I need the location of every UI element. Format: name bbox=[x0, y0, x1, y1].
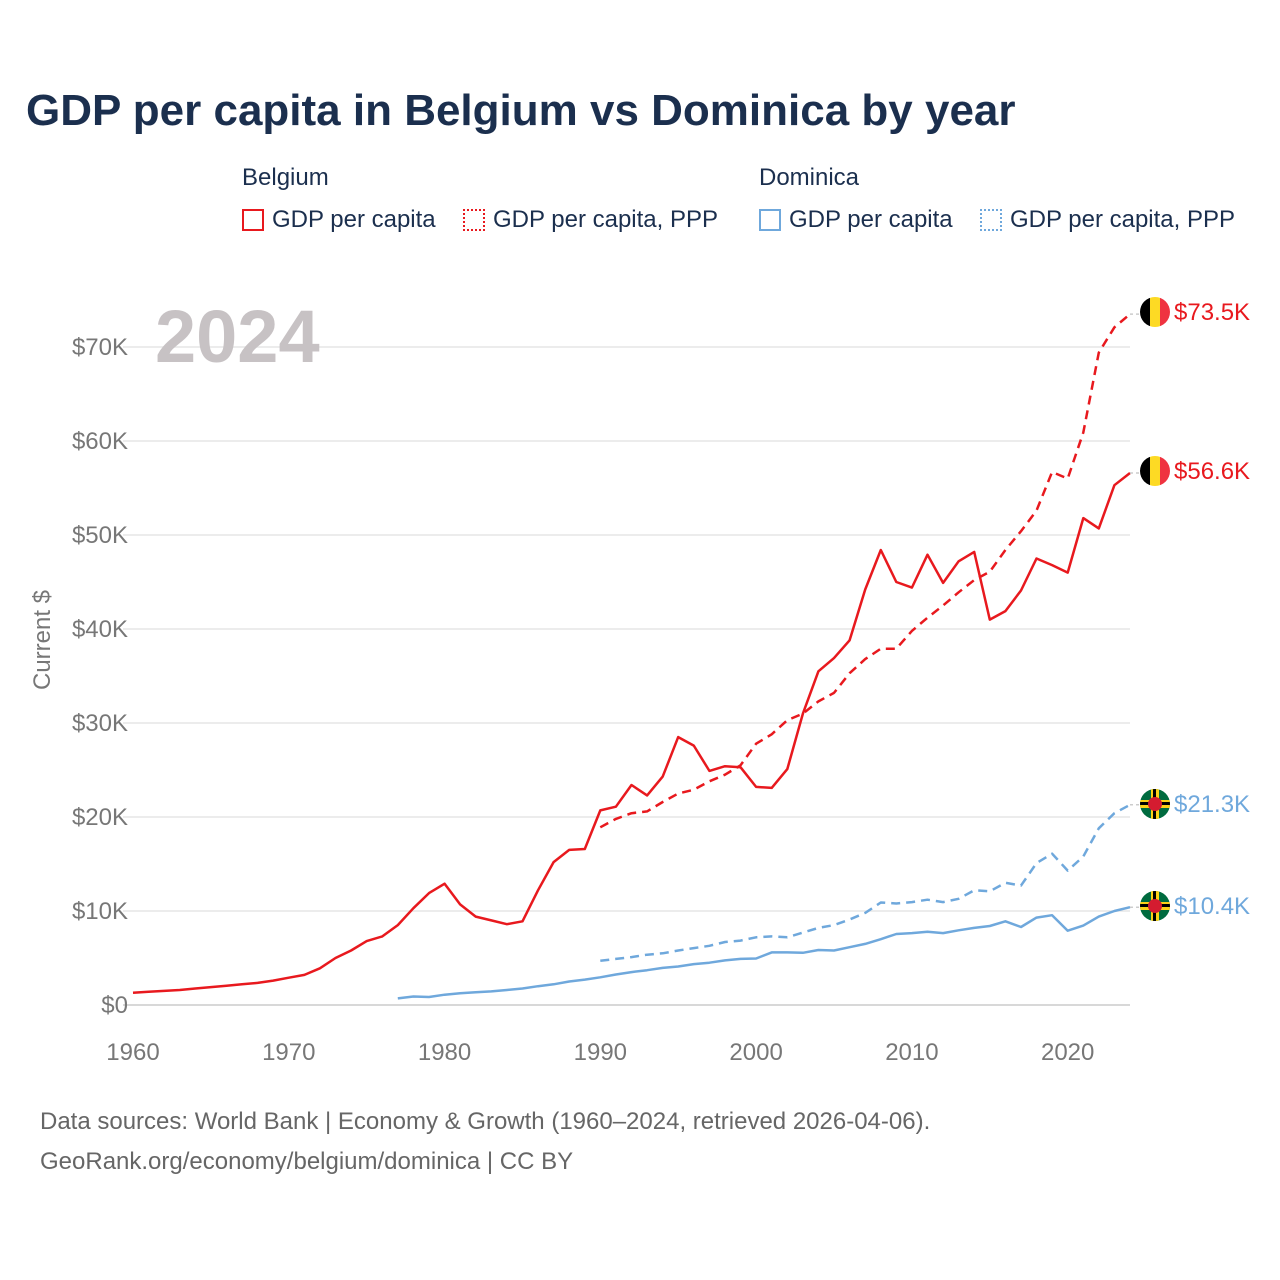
end-label-belgium-ppp: $73.5K bbox=[1174, 299, 1250, 326]
legend-group-belgium: Belgium bbox=[242, 164, 329, 191]
x-tick-label: 1960 bbox=[106, 1039, 159, 1066]
x-tick-label: 1990 bbox=[574, 1039, 627, 1066]
year-watermark: 2024 bbox=[155, 295, 320, 378]
legend-item-dominica-gdp-ppp[interactable]: GDP per capita, PPP bbox=[980, 206, 1235, 234]
legend-label: GDP per capita, PPP bbox=[1010, 206, 1235, 233]
dominica-flag-icon bbox=[1140, 789, 1170, 819]
footer-sources: Data sources: World Bank | Economy & Gro… bbox=[40, 1108, 931, 1135]
y-tick-label: $60K bbox=[72, 428, 128, 455]
x-tick-label: 1970 bbox=[262, 1039, 315, 1066]
x-tick-label: 2020 bbox=[1041, 1039, 1094, 1066]
belgium-flag-icon bbox=[1140, 297, 1170, 327]
y-axis-label: Current $ bbox=[29, 590, 56, 690]
x-tick-label: 1980 bbox=[418, 1039, 471, 1066]
belgium-flag-icon bbox=[1140, 456, 1170, 486]
legend-item-belgium-gdp-ppp[interactable]: GDP per capita, PPP bbox=[463, 206, 718, 234]
legend-swatch-solid bbox=[759, 209, 781, 231]
legend-label: GDP per capita bbox=[789, 206, 953, 233]
footer-link[interactable]: GeoRank.org/economy/belgium/dominica | C… bbox=[40, 1148, 574, 1175]
legend-label: GDP per capita bbox=[272, 206, 436, 233]
series-line-belgium-gdp-per-capita-ppp[interactable] bbox=[599, 313, 1131, 829]
end-label-dominica-ppp: $21.3K bbox=[1174, 791, 1250, 818]
legend-swatch-dotted bbox=[980, 209, 1002, 231]
series-line-dominica-gdp-per-capita-ppp[interactable] bbox=[600, 803, 1131, 963]
legend-group-dominica: Dominica bbox=[759, 164, 860, 191]
legend-swatch-dotted bbox=[463, 209, 485, 231]
y-tick-label: $20K bbox=[72, 804, 128, 831]
end-label-dominica-gdp: $10.4K bbox=[1174, 893, 1250, 920]
y-tick-label: $30K bbox=[72, 710, 128, 737]
series-line-belgium-gdp-per-capita[interactable] bbox=[132, 472, 1131, 995]
y-tick-label: $40K bbox=[72, 616, 128, 643]
series-line-dominica-gdp-per-capita[interactable] bbox=[397, 905, 1131, 1000]
y-tick-label: $10K bbox=[72, 898, 128, 925]
x-tick-label: 2000 bbox=[729, 1039, 782, 1066]
y-tick-label: $70K bbox=[72, 334, 128, 361]
y-tick-label: $0 bbox=[101, 992, 128, 1019]
legend-swatch-solid bbox=[242, 209, 264, 231]
legend-item-dominica-gdp[interactable]: GDP per capita bbox=[759, 206, 953, 234]
end-label-belgium-gdp: $56.6K bbox=[1174, 458, 1250, 485]
legend-item-belgium-gdp[interactable]: GDP per capita bbox=[242, 206, 436, 234]
chart-title: GDP per capita in Belgium vs Dominica by… bbox=[26, 86, 1016, 135]
dominica-flag-icon bbox=[1140, 891, 1170, 921]
x-tick-label: 2010 bbox=[885, 1039, 938, 1066]
y-tick-label: $50K bbox=[72, 522, 128, 549]
legend-label: GDP per capita, PPP bbox=[493, 206, 718, 233]
